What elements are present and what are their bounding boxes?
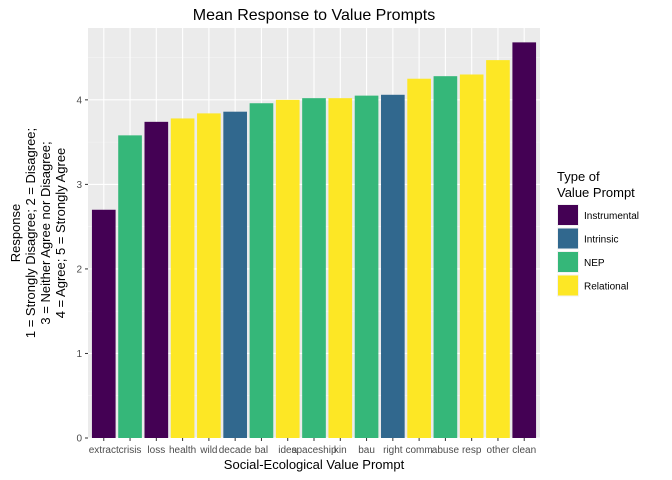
legend-swatch-intrinsic (558, 228, 578, 249)
bar-bal (249, 103, 274, 438)
x-tick-label-loss: loss (147, 445, 165, 456)
legend-label-nep: NEP (584, 258, 605, 269)
bar-idea (275, 99, 300, 439)
bar-loss (144, 121, 169, 438)
y-axis-title: Response 1 = Strongly Disagree; 2 = Disa… (8, 128, 68, 338)
bar-health (170, 118, 195, 438)
x-tick-label-decade: decade (219, 445, 252, 456)
bar-wild (197, 113, 221, 439)
bar-kin (328, 98, 353, 438)
legend-label-intrinsic: Intrinsic (584, 235, 618, 246)
y-axis-title-line: 1 = Strongly Disagree; 2 = Disagree; (23, 128, 38, 338)
x-tick-label-comm: comm (405, 445, 432, 456)
legend-swatch-nep (558, 252, 578, 272)
y-axis: 0 1 2 3 4 (76, 95, 88, 445)
legend-label-relational: Relational (584, 282, 628, 293)
bar-crisis (118, 135, 142, 438)
legend-label-instrumental: Instrumental (584, 211, 639, 222)
bar-other (486, 60, 510, 438)
y-axis-title-line: 4 = Agree; 5 = Strongly Agree (53, 148, 68, 319)
legend-swatch-relational (558, 275, 578, 296)
legend-title: Value Prompt (557, 185, 635, 200)
y-tick-label: 4 (76, 95, 82, 106)
bar-abuse (433, 76, 458, 438)
x-tick-label-idea: idea (278, 445, 297, 456)
bar-clean (512, 42, 537, 439)
x-tick-label-kin: kin (334, 445, 347, 456)
legend-swatch-instrumental (558, 205, 578, 225)
x-tick-label-clean: clean (512, 445, 536, 456)
bar-spaceship (302, 98, 326, 438)
y-tick-label: 3 (76, 180, 82, 191)
chart-title: Mean Response to Value Prompts (193, 7, 436, 24)
x-tick-label-bal: bal (255, 445, 268, 456)
x-tick-label-health: health (169, 445, 196, 456)
x-axis: extract crisis loss health wild decade bal idea… (89, 438, 536, 456)
x-tick-label-right: right (383, 445, 403, 456)
x-tick-label-bau: bau (358, 445, 375, 456)
x-tick-label-resp: resp (462, 445, 482, 456)
y-tick-label: 1 (76, 349, 82, 360)
x-tick-label-extract: extract (89, 445, 119, 456)
y-axis-title-line: Response (8, 204, 23, 263)
y-tick-label: 2 (76, 264, 82, 275)
x-tick-label-spaceship: spaceship (291, 445, 336, 456)
bars (91, 42, 537, 439)
x-tick-label-abuse: abuse (432, 445, 460, 456)
bar-resp (459, 74, 484, 438)
legend-title: Type of (557, 169, 600, 184)
x-tick-label-crisis: crisis (119, 445, 142, 456)
bar-extract (91, 209, 116, 438)
bar-comm (407, 78, 431, 438)
legend: Type of Value Prompt Instrumental Intrins… (557, 169, 639, 297)
legend-items: Instrumental Intrinsic NEP Relational (557, 204, 639, 297)
bar-bau (354, 95, 379, 438)
x-tick-label-other: other (487, 445, 510, 456)
bar-right (381, 94, 405, 438)
bar-decade (223, 111, 247, 438)
y-axis-title-line: 3 = Neither Agree nor Disagree; (38, 141, 53, 324)
x-axis-title: Social-Ecological Value Prompt (224, 457, 405, 472)
x-tick-label-wild: wild (199, 445, 217, 456)
y-tick-label: 0 (76, 434, 82, 445)
